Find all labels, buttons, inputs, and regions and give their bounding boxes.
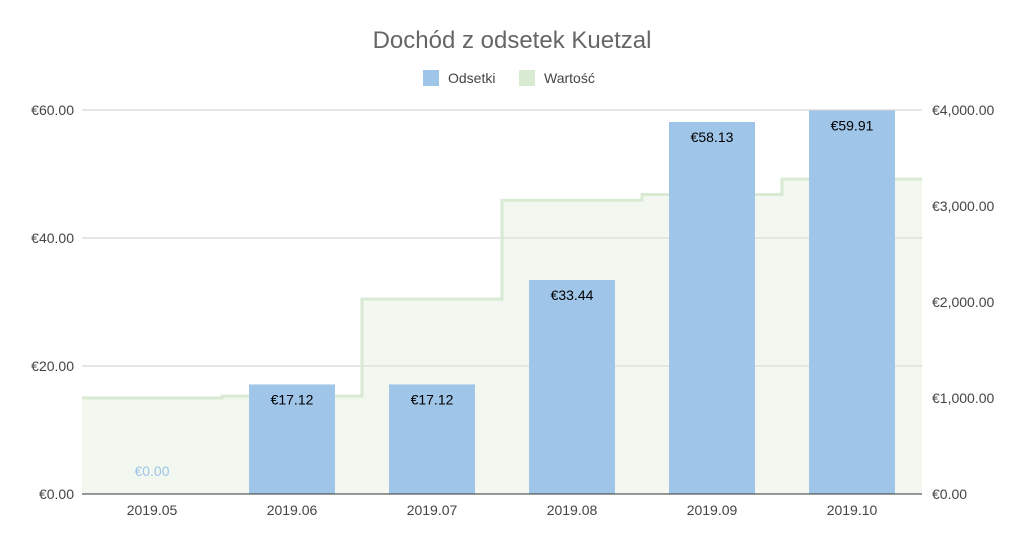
y-left-tick-label: €60.00 xyxy=(31,102,74,118)
y-right-tick-label: €0.00 xyxy=(932,486,967,502)
y-left-tick-label: €20.00 xyxy=(31,358,74,374)
odsetki-bar xyxy=(389,384,475,494)
bar-data-label: €33.44 xyxy=(551,287,594,303)
odsetki-bar xyxy=(249,384,335,494)
odsetki-bar xyxy=(529,279,615,494)
data-labels: €0.00 €17.12 €17.12 €33.44 €58.13 €59.91 xyxy=(134,118,873,479)
odsetki-bar xyxy=(669,121,755,494)
odsetki-series xyxy=(249,110,895,495)
x-tick-label: 2019.07 xyxy=(407,502,458,518)
legend: Odsetki Wartość xyxy=(423,70,595,86)
x-tick-label: 2019.05 xyxy=(127,502,178,518)
y-right-tick-label: €2,000.00 xyxy=(932,294,994,310)
bar-data-label: €17.12 xyxy=(271,391,314,407)
legend-label-odsetki: Odsetki xyxy=(448,70,495,86)
y-right-tick-label: €4,000.00 xyxy=(932,102,994,118)
chart-title: Dochód z odsetek Kuetzal xyxy=(373,27,652,54)
legend-label-wartosc: Wartość xyxy=(544,70,595,86)
x-tick-label: 2019.06 xyxy=(267,502,318,518)
bar-data-label: €59.91 xyxy=(831,118,874,134)
wartosc-step-line xyxy=(82,177,922,400)
wartosc-series xyxy=(82,177,922,494)
x-tick-label: 2019.10 xyxy=(827,502,878,518)
y-right-tick-label: €1,000.00 xyxy=(932,390,994,406)
bar-data-label: €58.13 xyxy=(691,129,734,145)
y-left-tick-label: €0.00 xyxy=(39,486,74,502)
axes: €0.00 €20.00 €40.00 €60.00 €0.00 €1,000.00 €2,… xyxy=(31,102,994,518)
y-right-tick-label: €3,000.00 xyxy=(932,198,994,214)
bar-data-label: €0.00 xyxy=(134,463,169,479)
odsetki-bar xyxy=(809,110,895,495)
x-tick-label: 2019.08 xyxy=(547,502,598,518)
x-tick-label: 2019.09 xyxy=(687,502,738,518)
legend-swatch-wartosc xyxy=(519,70,535,86)
bar-data-label: €17.12 xyxy=(411,391,454,407)
legend-swatch-odsetki xyxy=(423,70,439,86)
y-left-tick-label: €40.00 xyxy=(31,230,74,246)
